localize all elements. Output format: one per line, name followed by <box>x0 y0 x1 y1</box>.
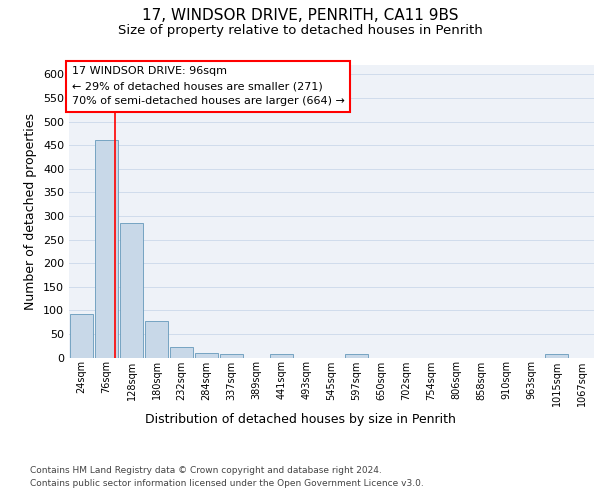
Text: Contains HM Land Registry data © Crown copyright and database right 2024.: Contains HM Land Registry data © Crown c… <box>30 466 382 475</box>
Text: Distribution of detached houses by size in Penrith: Distribution of detached houses by size … <box>145 412 455 426</box>
Y-axis label: Number of detached properties: Number of detached properties <box>25 113 37 310</box>
Text: Contains public sector information licensed under the Open Government Licence v3: Contains public sector information licen… <box>30 479 424 488</box>
Bar <box>345 354 368 358</box>
Bar <box>145 320 168 358</box>
Bar <box>70 314 93 358</box>
Text: Size of property relative to detached houses in Penrith: Size of property relative to detached ho… <box>118 24 482 37</box>
Text: 17, WINDSOR DRIVE, PENRITH, CA11 9BS: 17, WINDSOR DRIVE, PENRITH, CA11 9BS <box>142 8 458 22</box>
Bar <box>170 347 193 358</box>
Bar <box>545 354 568 358</box>
Bar <box>120 223 143 358</box>
Bar <box>195 353 218 358</box>
Text: 17 WINDSOR DRIVE: 96sqm
← 29% of detached houses are smaller (271)
70% of semi-d: 17 WINDSOR DRIVE: 96sqm ← 29% of detache… <box>71 66 344 106</box>
Bar <box>95 140 118 358</box>
Bar <box>270 354 293 358</box>
Bar <box>220 354 243 358</box>
